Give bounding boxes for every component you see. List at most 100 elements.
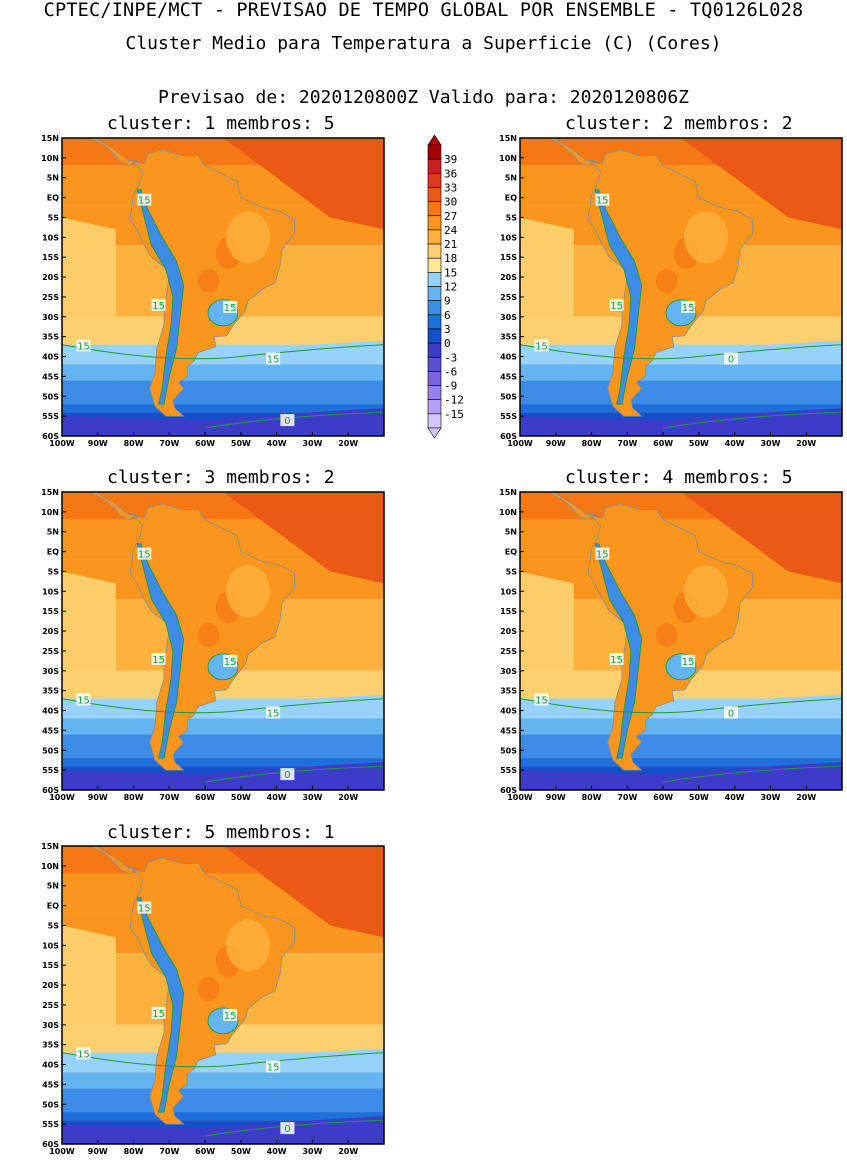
lat-tick-label: 30S — [500, 313, 517, 322]
lon-tick-label: 20W — [338, 1147, 358, 1156]
lat-tick-label: 15S — [500, 607, 517, 616]
lat-tick-label: EQ — [505, 194, 517, 203]
colorbar-tick-label: 30 — [444, 196, 457, 209]
lon-tick-label: 50W — [689, 793, 709, 802]
lat-tick-label: 40S — [42, 1061, 59, 1070]
lon-tick-label: 40W — [267, 439, 287, 448]
contour-label: 15 — [596, 550, 609, 561]
central-america-land — [89, 846, 137, 875]
lat-tick-label: 10S — [500, 587, 517, 596]
contour-label-box — [595, 547, 610, 560]
map-panel-cluster-5: 15 15 15 15 15 0 15N 10N 5N EQ 5S 10S 15S 20S 25S 30S 35… — [0, 842, 390, 1162]
contour-label: 15 — [138, 196, 151, 207]
lat-tick-label: 40S — [42, 707, 59, 716]
contour-label: 15 — [224, 303, 237, 314]
hot-spot — [655, 269, 678, 293]
lat-tick-label: 10N — [41, 508, 59, 517]
lat-tick-label: 15S — [500, 253, 517, 262]
map-svg: 15 15 15 15 15 0 15N 10N 5N EQ 5S 10S 15S 20S 25S 30S 35… — [41, 842, 385, 1156]
lat-tick-label: 20S — [500, 627, 517, 636]
contour-label: 0 — [728, 355, 734, 366]
lon-tick-label: 100W — [507, 439, 533, 448]
lon-tick-label: 70W — [159, 793, 179, 802]
temperature-colorbar: 39 36 33 30 27 24 21 18 15 12 9 6 3 0 -3 -6 -9 -12 -15 — [420, 133, 480, 443]
contour-label: 15 — [682, 303, 695, 314]
contour-label-box — [76, 339, 91, 352]
lon-tick-label: 40W — [725, 793, 745, 802]
transition-band — [520, 340, 842, 365]
panel-title-5: cluster: 5 membros: 1 — [107, 822, 335, 843]
lat-tick-label: 30S — [42, 667, 59, 676]
colorbar-segment — [427, 229, 442, 245]
lat-tick-label: 10N — [499, 154, 517, 163]
panel-title-1: cluster: 1 membros: 5 — [107, 113, 335, 134]
lat-tick-label: 5N — [505, 528, 517, 537]
transition-band — [62, 1048, 384, 1073]
colorbar-tick-label: 12 — [444, 281, 457, 294]
lat-tick-label: 35S — [42, 1041, 59, 1050]
colorbar-segment — [427, 144, 442, 160]
colorbar-bottom-arrow — [427, 427, 442, 439]
contour-label: 0 — [284, 1124, 290, 1135]
lon-tick-label: 90W — [546, 439, 566, 448]
lat-tick-label: 25S — [42, 1001, 59, 1010]
colorbar-segment — [427, 342, 442, 358]
lon-tick-label: 80W — [124, 793, 144, 802]
colorbar-segment — [427, 371, 442, 386]
map-panel-cluster-1: 15 15 15 15 15 0 15N 10N 5N EQ 5S 10S 15S 20S 25S 30S 35… — [0, 134, 390, 454]
map-frame — [519, 137, 843, 437]
colorbar-segment — [427, 314, 442, 330]
contour-label: 15 — [77, 1049, 90, 1060]
lon-tick-label: 40W — [267, 1147, 287, 1156]
lat-tick-label: 50S — [42, 392, 59, 401]
lon-tick-label: 40W — [267, 793, 287, 802]
lat-tick-label: 40S — [500, 353, 517, 362]
lat-tick-label: 5N — [505, 174, 517, 183]
colorbar-tick-label: 0 — [444, 337, 451, 350]
colorbar-segment — [427, 187, 442, 202]
contour-label: 15 — [267, 355, 280, 366]
lon-tick-label: 80W — [124, 439, 144, 448]
contour-label-box — [266, 1060, 281, 1073]
highland-region — [226, 565, 271, 618]
lat-tick-label: 5S — [48, 921, 60, 930]
central-america-land — [89, 138, 137, 167]
lat-tick-label: 35S — [42, 687, 59, 696]
temp-band — [520, 718, 842, 735]
lat-tick-label: 60S — [500, 786, 517, 795]
colorbar-segment — [427, 286, 442, 301]
cold-band — [62, 1088, 384, 1113]
andes-cold-strip — [594, 189, 643, 405]
subtitle: Cluster Medio para Temperatura a Superfi… — [125, 33, 722, 54]
cool-pacific-region — [520, 571, 574, 699]
lat-tick-label: 5S — [48, 567, 60, 576]
lon-tick-label: 100W — [49, 439, 75, 448]
lat-tick-label: 60S — [42, 1140, 59, 1149]
temp-band — [520, 364, 842, 381]
contour-label: 15 — [152, 301, 165, 312]
lon-tick-label: 70W — [159, 439, 179, 448]
andes-cold-strip — [136, 543, 185, 759]
contour-label: 0 — [284, 770, 290, 781]
cool-pacific-region — [62, 571, 116, 699]
lon-tick-label: 30W — [760, 793, 780, 802]
highland-region — [226, 211, 271, 264]
map-panel-cluster-3: 15 15 15 15 15 0 15N 10N 5N EQ 5S 10S 15S 20S 25S 30S 35… — [0, 488, 390, 808]
lat-tick-label: 45S — [42, 1080, 59, 1089]
lat-tick-label: 10S — [500, 233, 517, 242]
cold-band — [520, 734, 842, 759]
lat-tick-label: 5S — [48, 213, 60, 222]
central-america-land — [89, 492, 137, 521]
contour-15 — [520, 698, 842, 714]
contour-label-box — [151, 298, 166, 311]
hot-spot — [655, 623, 678, 647]
panel-title-2: cluster: 2 membros: 2 — [565, 113, 793, 134]
lat-tick-label: 15S — [42, 961, 59, 970]
contour-label: 15 — [267, 709, 280, 720]
lon-tick-label: 20W — [796, 793, 816, 802]
contour-label-box — [137, 193, 152, 206]
contour-label: 15 — [138, 550, 151, 561]
lon-tick-label: 50W — [231, 793, 251, 802]
colorbar-segment — [427, 158, 442, 174]
lat-tick-label: EQ — [47, 194, 59, 203]
